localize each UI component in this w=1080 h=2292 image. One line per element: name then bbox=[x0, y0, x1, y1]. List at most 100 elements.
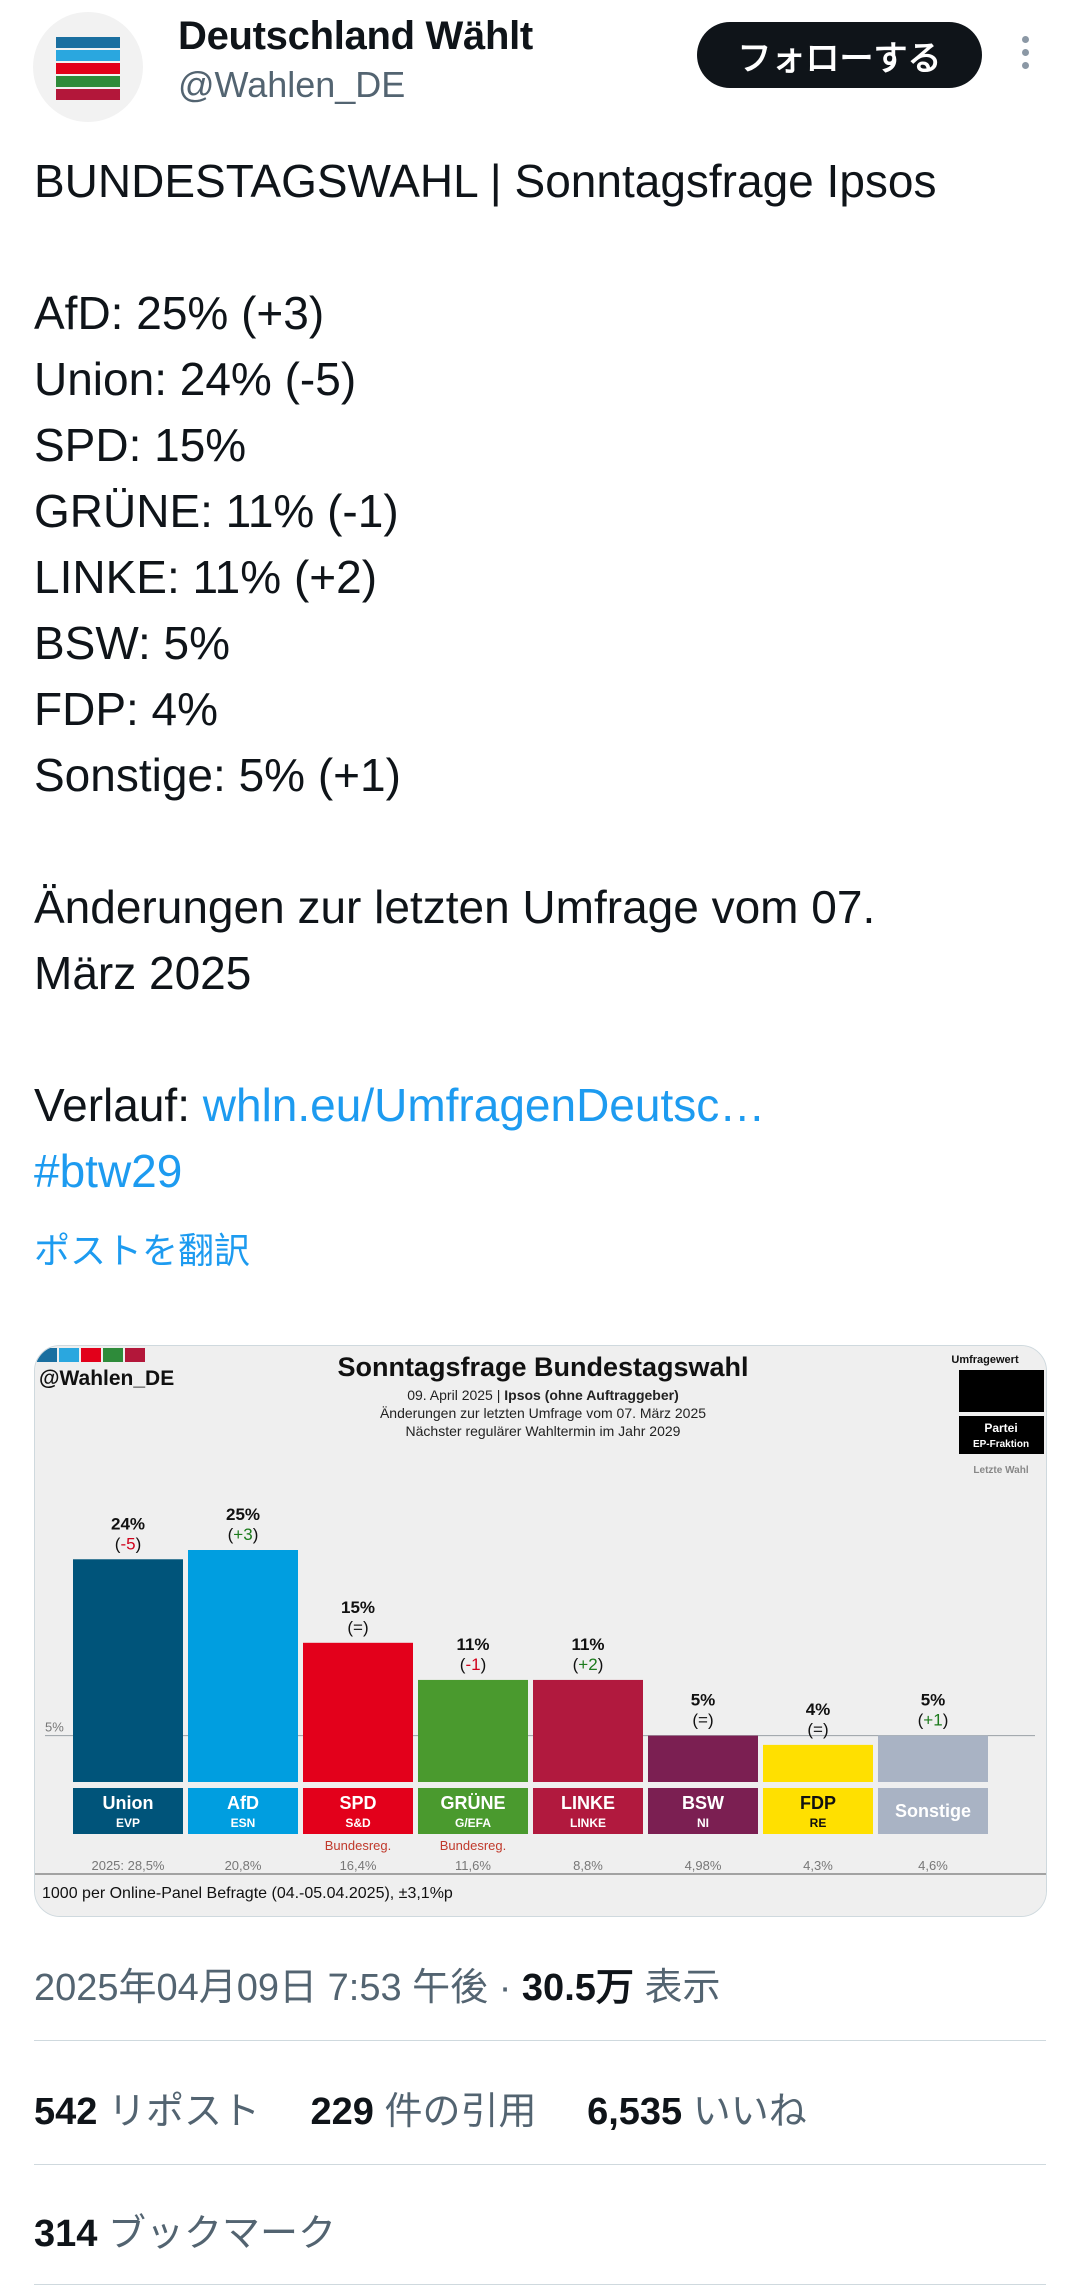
quotes-stat[interactable]: 229 件の引用 bbox=[311, 2091, 537, 2133]
bar bbox=[763, 1744, 873, 1782]
chart-footer: 1000 per Online-Panel Befragte (04.-05.0… bbox=[42, 1885, 453, 1902]
user-handle[interactable]: @Wahlen_DE bbox=[178, 64, 406, 105]
party-label-box bbox=[303, 1788, 413, 1834]
brand-color-block bbox=[59, 1348, 79, 1362]
bar-change-close: ) bbox=[363, 1618, 369, 1637]
verlauf-link[interactable]: whln.eu/UmfragenDeutsc… bbox=[202, 1079, 766, 1131]
bar-change-open: ( bbox=[918, 1711, 924, 1730]
post-timestamp[interactable]: 2025年04月09日 7:53 午後 · bbox=[34, 1967, 522, 2009]
divider bbox=[34, 2040, 1046, 2041]
party-name: AfD bbox=[227, 1793, 259, 1813]
bookmarks-stat[interactable]: 314 ブックマーク bbox=[34, 2202, 336, 2257]
reposts-label: リポスト bbox=[97, 2091, 260, 2133]
reposts-stat[interactable]: 542 リポスト bbox=[34, 2091, 260, 2133]
chart-image[interactable]: @Wahlen_DE Sonntagsfrage Bundestagswahl … bbox=[34, 1345, 1047, 1917]
party-group: NI bbox=[697, 1816, 709, 1830]
bookmarks-label: ブックマーク bbox=[97, 2213, 336, 2255]
legend-party-label: Partei bbox=[984, 1421, 1017, 1435]
legend-last-label: Letzte Wahl bbox=[973, 1465, 1028, 1476]
party-name: Union bbox=[103, 1793, 154, 1813]
tweet-line: März 2025 bbox=[34, 947, 252, 999]
party-label-box bbox=[418, 1788, 528, 1834]
tweet-line: BUNDESTAGSWAHL | Sonntagsfrage Ipsos bbox=[34, 155, 937, 207]
party-label-box bbox=[73, 1788, 183, 1834]
party-name: LINKE bbox=[561, 1793, 615, 1813]
display-name[interactable]: Deutschland Wählt bbox=[178, 14, 533, 58]
verlauf-line: Verlauf: whln.eu/UmfragenDeutsc… bbox=[34, 1072, 1044, 1138]
hashtag-link[interactable]: #btw29 bbox=[34, 1145, 183, 1197]
tweet-line: GRÜNE: 11% (-1) bbox=[34, 485, 399, 537]
verlauf-label: Verlauf: bbox=[34, 1079, 203, 1131]
bar-change-label: (=) bbox=[807, 1720, 828, 1739]
avatar-stripe bbox=[56, 37, 120, 48]
tweet-line: AfD: 25% (+3) bbox=[34, 287, 325, 339]
translate-post-link[interactable]: ポストを翻訳 bbox=[34, 1230, 251, 1271]
reposts-count: 542 bbox=[34, 2091, 98, 2133]
bar-change-label: (+1) bbox=[918, 1711, 949, 1730]
bar-change-value: = bbox=[698, 1711, 708, 1730]
avatar-stripe bbox=[56, 76, 120, 87]
party-label-box bbox=[763, 1788, 873, 1834]
bar-change-open: ( bbox=[807, 1720, 813, 1739]
tweet-line bbox=[34, 808, 1044, 874]
brand-color-block bbox=[81, 1348, 101, 1362]
bar-change-label: (+2) bbox=[573, 1655, 604, 1674]
post-meta: 2025年04月09日 7:53 午後 · 30.5万 表示 bbox=[34, 1956, 720, 2011]
tweet-line: LINKE: 11% (+2) bbox=[34, 551, 378, 603]
last-election-value: 8,8% bbox=[573, 1858, 603, 1873]
party-label-box bbox=[533, 1788, 643, 1834]
bar-value-label: 5% bbox=[691, 1691, 716, 1710]
bar-change-value: +1 bbox=[923, 1711, 942, 1730]
bookmarks-count: 314 bbox=[34, 2213, 98, 2255]
last-election-value: 20,8% bbox=[225, 1858, 262, 1873]
avatar[interactable] bbox=[33, 12, 143, 122]
bar-change-open: ( bbox=[347, 1618, 353, 1637]
tweet-line bbox=[34, 1006, 1044, 1072]
bar-change-value: -1 bbox=[465, 1655, 480, 1674]
bar bbox=[878, 1735, 988, 1782]
party-name: Sonstige bbox=[895, 1801, 971, 1821]
party-name: FDP bbox=[800, 1793, 836, 1813]
chart-subtitle-next: Nächster regulärer Wahltermin im Jahr 20… bbox=[406, 1423, 681, 1439]
bar-value-label: 15% bbox=[341, 1598, 375, 1617]
likes-label: いいね bbox=[682, 2091, 807, 2133]
quotes-count: 229 bbox=[310, 2091, 374, 2133]
bar bbox=[648, 1735, 758, 1782]
tweet-line: SPD: 15% bbox=[34, 419, 247, 471]
follow-button[interactable]: フォローする bbox=[697, 22, 982, 88]
party-name: GRÜNE bbox=[440, 1793, 505, 1813]
avatar-stripe bbox=[56, 63, 120, 74]
bar-value-label: 24% bbox=[111, 1514, 145, 1533]
bar-change-open: ( bbox=[228, 1525, 234, 1544]
threshold-label: 5% bbox=[45, 1720, 64, 1735]
party-group: S&D bbox=[345, 1816, 371, 1830]
bar-change-close: ) bbox=[253, 1525, 259, 1544]
tweet-line: Union: 24% (-5) bbox=[34, 353, 357, 405]
bar-change-open: ( bbox=[115, 1534, 121, 1553]
tweet-text: BUNDESTAGSWAHL | Sonntagsfrage Ipsos AfD:… bbox=[34, 148, 1044, 1204]
bar-change-value: = bbox=[813, 1720, 823, 1739]
bar-change-open: ( bbox=[460, 1655, 466, 1674]
bar-change-label: (=) bbox=[347, 1618, 368, 1637]
bar-change-value: +2 bbox=[578, 1655, 597, 1674]
chart-subtitle-date: 09. April 2025 | Ipsos (ohne Auftraggebe… bbox=[407, 1387, 679, 1403]
bar bbox=[73, 1559, 183, 1782]
last-election-value: 2025: 28,5% bbox=[91, 1858, 164, 1873]
bar-change-value: = bbox=[353, 1618, 363, 1637]
divider bbox=[34, 2164, 1046, 2165]
bar-change-close: ) bbox=[943, 1711, 949, 1730]
legend-group-label: EP-Fraktion bbox=[973, 1439, 1029, 1450]
bar-change-open: ( bbox=[573, 1655, 579, 1674]
bar-change-close: ) bbox=[136, 1534, 142, 1553]
bar-change-label: (=) bbox=[692, 1711, 713, 1730]
bar-change-open: ( bbox=[692, 1711, 698, 1730]
party-group: RE bbox=[810, 1816, 827, 1830]
last-election-value: 4,98% bbox=[685, 1858, 722, 1873]
more-options-icon[interactable] bbox=[1018, 32, 1032, 78]
likes-stat[interactable]: 6,535 いいね bbox=[587, 2091, 807, 2133]
party-group: G/EFA bbox=[455, 1816, 491, 1830]
bar-change-label: (-1) bbox=[460, 1655, 486, 1674]
bar bbox=[303, 1642, 413, 1782]
party-group: EVP bbox=[116, 1816, 140, 1830]
